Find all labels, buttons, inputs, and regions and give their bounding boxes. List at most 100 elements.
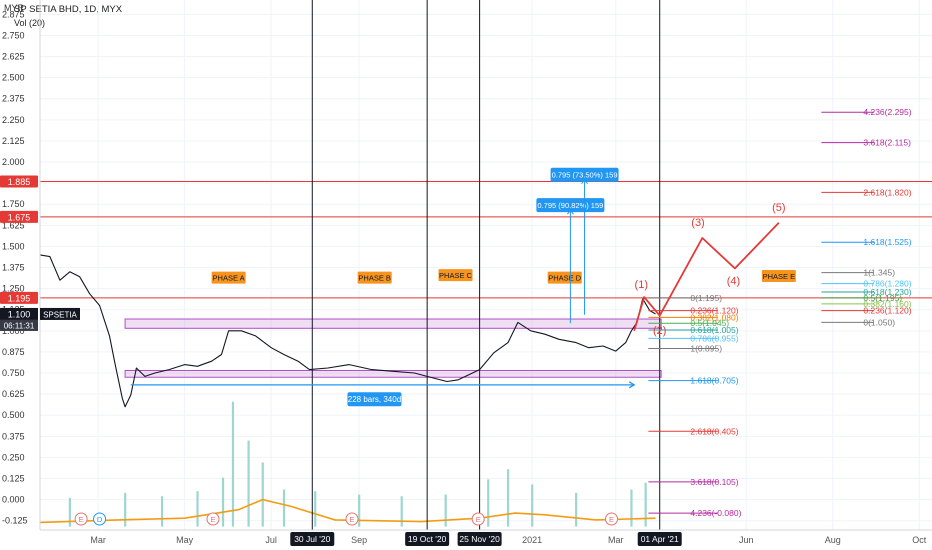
fib-retracement-label: 0.786(0.955) xyxy=(690,333,738,343)
range-measure-arrowhead xyxy=(628,381,636,389)
y-tick-label: 2.375 xyxy=(2,94,25,104)
date-badge-text: 19 Oct '20 xyxy=(408,534,447,544)
y-tick-label: 0.000 xyxy=(2,495,25,505)
volume-bar xyxy=(644,482,647,527)
level-badge xyxy=(0,291,38,304)
volume-bar xyxy=(160,496,164,527)
vertical-lines-layer: 30 Jul '20 19 Oct '20 25 Nov '20 01 Apr '21 xyxy=(290,0,682,546)
volume-layer xyxy=(39,401,656,527)
x-axis: Mar May Jul Sep 2021 Mar Jun Aug Oct xyxy=(40,529,932,545)
phase-label: PHASE B xyxy=(358,274,391,283)
annotations-layer: (1) (2) (3) (4) (5) PHASE A PHASE B PHASE C PHAS… xyxy=(74,167,796,526)
event-marker xyxy=(605,512,619,526)
y-axis: 2.875 2.750 2.625 2.500 2.375 2.250 2.125 2.000… xyxy=(2,0,41,530)
countdown-badge xyxy=(0,319,38,331)
support-zone xyxy=(124,318,662,329)
wave-label: (4) xyxy=(727,275,740,287)
volume-bar xyxy=(261,462,264,527)
support-zone xyxy=(124,369,662,378)
volume-bar xyxy=(506,469,510,527)
fib-extension-label: 0.618(1.230) xyxy=(863,287,911,297)
phase-label-box xyxy=(357,271,392,284)
fib-extension-label: 0(1.050) xyxy=(863,317,895,327)
fib-retracement-label: 0.236(1.120) xyxy=(690,306,738,316)
x-tick-label: Mar xyxy=(608,535,624,545)
event-marker-label: E xyxy=(476,515,481,524)
range-measure-text: 228 bars, 340d xyxy=(348,395,401,404)
symbol-badge xyxy=(40,307,80,320)
y-tick-label: 0.750 xyxy=(2,368,25,378)
fib-retracement-label: 1(0.895) xyxy=(690,344,722,354)
volume-bar xyxy=(358,494,361,527)
level-badge xyxy=(0,175,38,188)
phase-label-box xyxy=(761,269,796,282)
horizontal-levels-layer xyxy=(40,180,932,299)
date-badge xyxy=(457,532,502,546)
current-price-text: 1.100 xyxy=(8,309,31,319)
fib-layer: 4.236(2.295) 3.618(2.115) 2.618(1.820) 1.61… xyxy=(648,107,912,518)
date-badge-text: 01 Apr '21 xyxy=(641,534,679,544)
x-tick-label: Oct xyxy=(912,535,927,545)
phase-label-box xyxy=(211,271,246,284)
phase-label: PHASE D xyxy=(548,274,582,283)
fib-extension-label: 0.236(1.120) xyxy=(863,306,911,316)
level-badge-text: 1.675 xyxy=(8,212,31,222)
volume-bar xyxy=(247,440,250,527)
fib-retracement-label: 3.618(0.105) xyxy=(690,477,738,487)
fib-extension-label: 0.382(1.160) xyxy=(863,299,911,309)
measure-badge-text: 0.795 (90.82%) 159 xyxy=(537,201,603,210)
measure-badge xyxy=(536,198,605,213)
y-tick-label: 1.250 xyxy=(2,284,25,294)
volume-bar xyxy=(124,492,127,527)
date-badge-text: 25 Nov '20 xyxy=(459,534,500,544)
volume-bar xyxy=(196,491,199,527)
x-tick-label: Aug xyxy=(825,535,841,545)
phase-label: PHASE A xyxy=(213,274,245,283)
date-badge xyxy=(637,532,682,546)
y-tick-label: 2.750 xyxy=(2,30,25,40)
x-tick-label: Jul xyxy=(265,535,277,545)
volume-indicator-label[interactable]: Vol (20) xyxy=(14,18,46,28)
range-measure-badge xyxy=(347,392,402,407)
wave-label: (5) xyxy=(772,202,785,214)
event-marker xyxy=(471,512,485,526)
y-tick-label: 2.250 xyxy=(2,115,25,125)
y-tick-label: 2.625 xyxy=(2,52,25,62)
event-marker-label: D xyxy=(97,515,103,524)
measure-badge-text: 0.795 (73.50%) 159 xyxy=(552,171,618,180)
y-tick-label: 1.750 xyxy=(2,199,25,209)
y-tick-label: 0.375 xyxy=(2,431,25,441)
volume-bar xyxy=(630,489,633,527)
level-badge-text: 1.885 xyxy=(8,177,31,187)
y-tick-label: 2.500 xyxy=(2,73,25,83)
current-price-badge xyxy=(0,307,38,320)
y-tick-label: 0.625 xyxy=(2,389,25,399)
zones-layer xyxy=(124,318,662,378)
y-tick-label: 1.625 xyxy=(2,220,25,230)
measure-badge xyxy=(550,167,619,182)
phase-label-box xyxy=(547,271,582,284)
symbol-text: SPSETIA xyxy=(43,310,77,319)
y-tick-label: 0.250 xyxy=(2,452,25,462)
y-tick-label: -0.125 xyxy=(2,516,28,526)
fib-extension-label: 1.618(1.525) xyxy=(863,237,911,247)
volume-bar xyxy=(314,491,317,527)
event-marker xyxy=(74,512,88,526)
fib-retracement-label: 2.618(0.405) xyxy=(690,426,738,436)
price-layer xyxy=(39,254,656,408)
volume-bar xyxy=(575,492,578,527)
elliott-wave-projection xyxy=(633,222,780,332)
fib-extension-label: 0.5(1.195) xyxy=(863,293,902,303)
chart-header: SP SETIA BHD, 1D, MYX Vol (20) xyxy=(14,4,122,28)
fib-retracement-label: 1.618(0.705) xyxy=(690,376,738,386)
level-badge xyxy=(0,210,38,223)
volume-bar xyxy=(400,496,403,527)
x-tick-label: Mar xyxy=(90,535,106,545)
event-marker xyxy=(345,512,359,526)
phase-label-box xyxy=(438,269,473,282)
volume-bar xyxy=(231,401,235,527)
x-tick-label: Sep xyxy=(351,535,367,545)
volume-bar xyxy=(282,489,286,527)
wave-label: (2) xyxy=(653,325,666,337)
